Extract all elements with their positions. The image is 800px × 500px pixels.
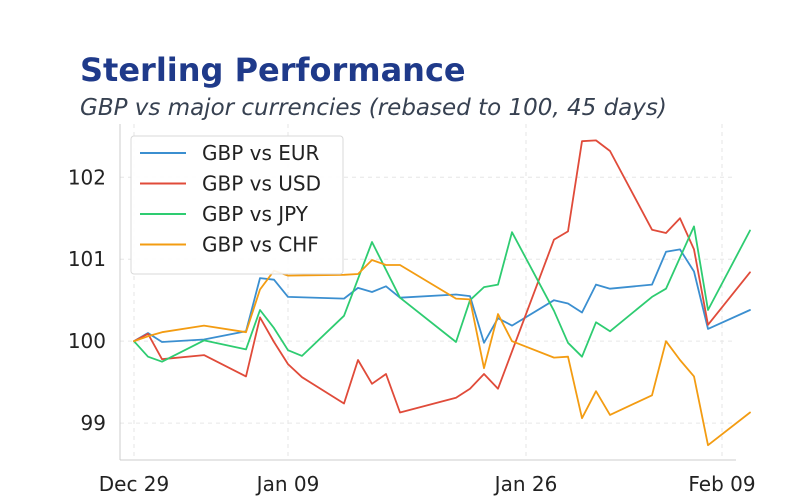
legend-label: GBP vs CHF — [202, 233, 319, 257]
x-tick-label: Jan 09 — [255, 472, 320, 496]
y-tick-label: 102 — [68, 165, 106, 189]
y-tick-label: 100 — [68, 329, 106, 353]
x-tick-label: Dec 29 — [99, 472, 170, 496]
series-line-gbp-vs-chf — [133, 259, 751, 447]
series-line-gbp-vs-eur — [133, 248, 751, 344]
legend-box — [130, 135, 344, 275]
x-tick-label: Jan 26 — [493, 472, 558, 496]
x-tick-label: Feb 09 — [688, 472, 755, 496]
axes — [119, 124, 736, 461]
legend-label: GBP vs USD — [202, 172, 321, 196]
chart-title: Sterling Performance — [80, 51, 466, 89]
tick-labels: 99 100 101 102 Dec 29 Jan 09 Jan 26 Feb 09 — [68, 165, 756, 496]
chart-subtitle: GBP vs major currencies (rebased to 100,… — [80, 95, 667, 121]
legend-label: GBP vs EUR — [202, 141, 320, 165]
legend: GBP vs EUR GBP vs USD GBP vs JPY GBP vs CHF — [130, 135, 344, 275]
legend-label: GBP vs JPY — [202, 202, 309, 226]
series-group — [133, 139, 751, 447]
y-tick-label: 99 — [81, 411, 106, 435]
series-line-gbp-vs-usd — [133, 139, 751, 414]
y-tick-label: 101 — [68, 247, 106, 271]
